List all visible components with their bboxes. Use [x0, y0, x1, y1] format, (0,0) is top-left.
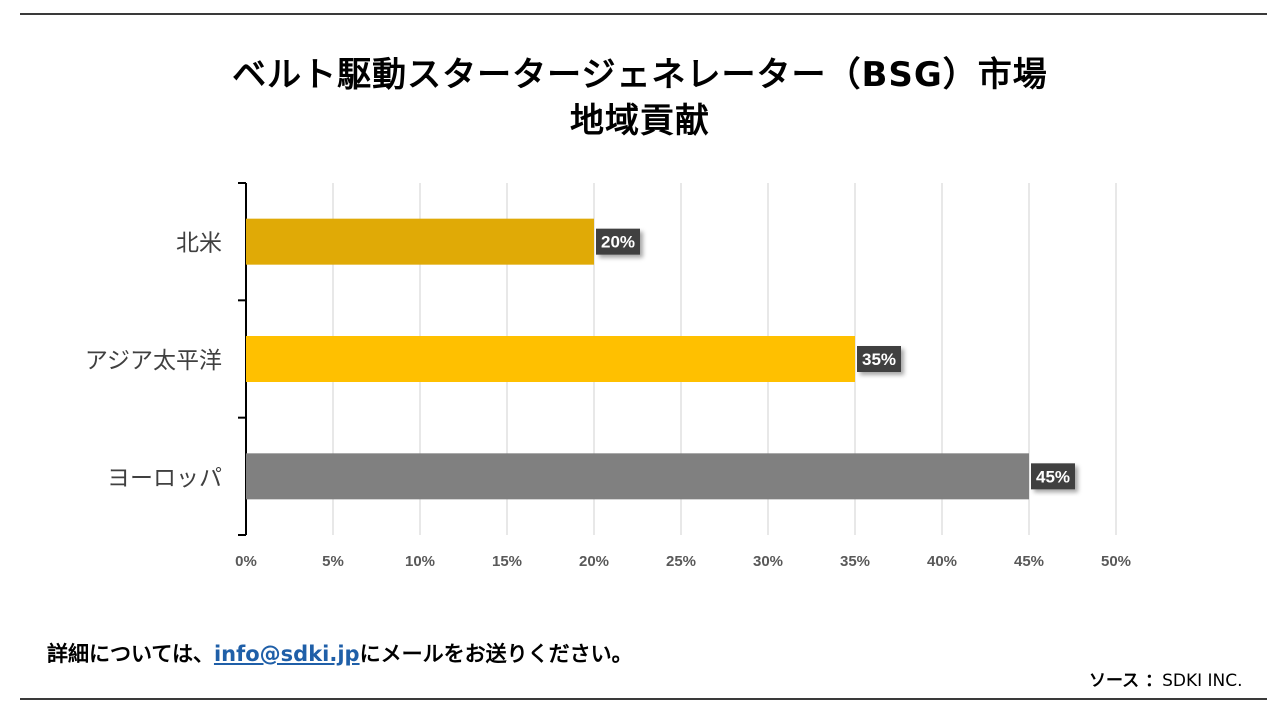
data-label: 45%	[1036, 467, 1070, 486]
contact-suffix: にメールをお送りください。	[359, 642, 633, 666]
source-credit: ソース ：SDKI INC.	[1089, 666, 1243, 691]
source-value: SDKI INC.	[1162, 671, 1243, 691]
x-tick-label: 15%	[492, 553, 522, 570]
x-tick-label: 20%	[579, 553, 609, 570]
x-tick-label: 30%	[753, 553, 783, 570]
chart-subtitle: 地域貢献	[570, 101, 710, 141]
bar	[246, 453, 1029, 500]
bar	[246, 336, 855, 382]
x-tick-label: 50%	[1101, 553, 1131, 570]
contact-prefix: 詳細については、	[47, 642, 214, 666]
chart-title: ベルト駆動スタータージェネレーター（BSG）市場	[232, 55, 1048, 95]
contact-note: 詳細については、info@sdki.jpにメールをお送りください。	[47, 638, 633, 668]
data-label-box	[596, 228, 640, 255]
source-label: ソース ：	[1089, 671, 1163, 691]
x-tick-label: 0%	[235, 553, 257, 570]
contact-email-link[interactable]: info@sdki.jp	[213, 642, 360, 666]
x-tick-label: 45%	[1014, 553, 1044, 570]
category-label: 北米	[176, 231, 222, 257]
category-label: アジア太平洋	[85, 348, 222, 374]
bar	[246, 218, 594, 265]
data-label-box	[1031, 463, 1075, 490]
top-rule	[20, 13, 1267, 15]
category-label: ヨーロッパ	[107, 465, 222, 491]
bottom-rule	[20, 698, 1267, 700]
x-tick-label: 5%	[322, 553, 344, 570]
x-tick-label: 35%	[840, 553, 870, 570]
x-tick-label: 25%	[666, 553, 696, 570]
data-label: 35%	[862, 350, 896, 369]
data-label: 20%	[601, 233, 635, 252]
data-label-box	[857, 346, 901, 372]
x-tick-label: 40%	[927, 553, 957, 570]
x-tick-label: 10%	[405, 553, 435, 570]
